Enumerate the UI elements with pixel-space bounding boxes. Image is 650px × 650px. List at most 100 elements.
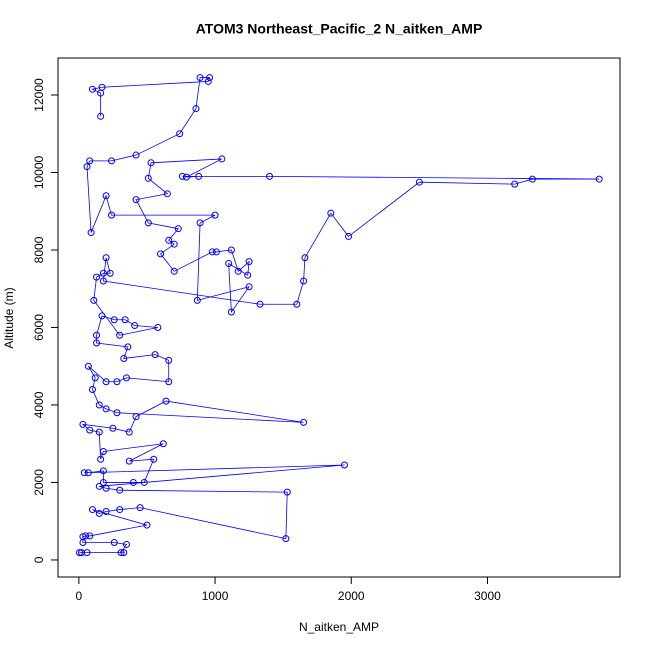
data-point [196,219,204,227]
data-point [225,260,233,268]
y-tick-label: 8000 [32,236,46,263]
y-tick-label: 2000 [32,469,46,496]
data-point [293,300,301,308]
data-point [108,157,116,165]
data-point [266,172,274,180]
x-axis-label: N_aitken_AMP [299,620,379,634]
data-point [102,484,110,492]
y-axis-label: Altitude (m) [2,287,16,348]
data-point [143,521,151,529]
data-point [108,211,116,219]
x-tick-label: 3000 [474,589,501,603]
data-point [79,533,87,541]
data-point [151,351,159,359]
data-point [132,196,140,204]
data-point [301,254,309,262]
y-tick-label: 6000 [32,314,46,341]
data-point [102,378,110,386]
data-point [86,157,94,165]
data-point [211,211,219,219]
data-point [90,296,98,304]
data-point [113,409,121,417]
data-point [102,254,110,262]
data-point [283,488,291,496]
data-point [192,105,200,113]
data-point [93,339,101,347]
data-point [136,504,144,512]
data-point [116,506,124,514]
x-tick-label: 0 [75,589,82,603]
data-point [84,469,92,477]
data-point [106,269,114,277]
data-point [182,173,190,181]
data-point [88,385,96,393]
data-point [82,532,90,540]
data-point [132,151,140,159]
data-point [113,378,121,386]
data-point [125,428,133,436]
data-point [140,478,148,486]
data-point [116,486,124,494]
data-point [327,209,335,217]
data-point [98,312,106,320]
data-point [123,374,131,382]
data-point [174,225,182,233]
data-point [97,455,105,463]
chart-title: ATOM3 Northeast_Pacific_2 N_aitken_AMP [196,21,483,37]
data-point [176,130,184,138]
data-point [76,549,84,557]
data-point [87,229,95,237]
data-point [110,316,118,324]
data-point [218,155,226,163]
data-point [282,535,290,543]
data-point [80,469,88,477]
data-point [178,172,186,180]
data-point [99,447,107,455]
data-point [95,401,103,409]
data-point [97,112,105,120]
data-point [595,175,603,183]
data-point [206,74,214,82]
data-point [227,246,235,254]
data-point [227,308,235,316]
data-point [234,267,242,275]
data-point [116,331,124,339]
data-point [95,428,103,436]
data-point [244,271,252,279]
x-tick-label: 1000 [202,589,229,603]
data-point [120,549,128,557]
data-point [245,283,253,291]
data-point [147,159,155,167]
data-point [102,508,110,516]
data-point [132,413,140,421]
data-point [129,478,137,486]
data-point [102,405,110,413]
data-point [86,532,94,540]
data-point [245,258,253,266]
data-point [165,356,173,364]
plot-frame [57,57,621,578]
data-point [83,549,91,557]
data-point [528,175,536,183]
data-point [84,362,92,370]
data-point [131,322,139,330]
data-point [165,236,173,244]
data-point [150,455,158,463]
data-point [99,269,107,277]
y-tick-label: 4000 [32,391,46,418]
data-point [110,539,118,547]
data-point [79,420,87,428]
data-point [91,374,99,382]
data-point [97,89,105,97]
data-point [212,248,220,256]
data-point [170,240,178,248]
data-point [102,192,110,200]
data-point [121,316,129,324]
data-point [120,354,128,362]
data-point [88,506,96,514]
data-point [109,424,117,432]
y-tick-label: 12000 [32,78,46,112]
data-point [93,331,101,339]
